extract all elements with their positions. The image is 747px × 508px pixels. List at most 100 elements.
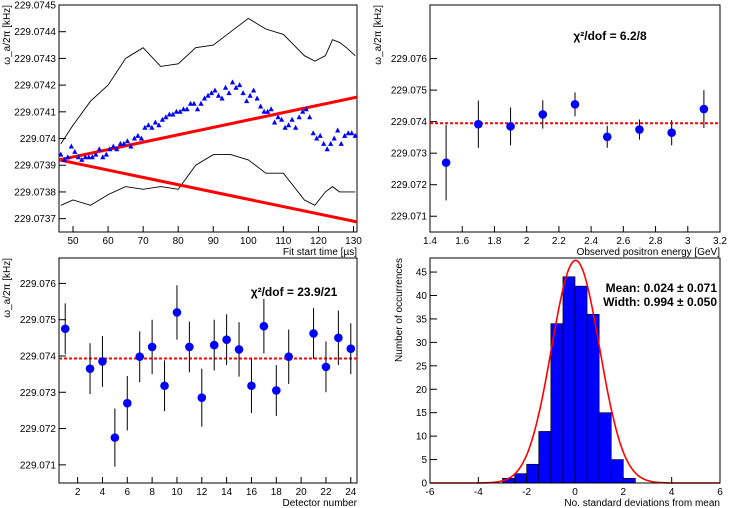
data-point: [198, 100, 204, 106]
data-point: [166, 111, 172, 117]
data-point: [172, 308, 182, 317]
y-axis-title: Number of occurrences: [394, 258, 405, 362]
data-point: [284, 352, 294, 362]
data-point: [156, 122, 162, 128]
data-point: [346, 344, 356, 354]
data-point: [96, 146, 102, 152]
data-point: [98, 357, 107, 366]
y-tick-label: 229.072: [20, 424, 57, 435]
plot-frame: [58, 4, 358, 233]
data-point: [185, 342, 194, 352]
y-tick-label: 15: [416, 408, 428, 419]
stat-band-upper-line: [59, 95, 357, 162]
data-point: [314, 135, 320, 141]
data-point: [61, 156, 67, 162]
x-tick-label: 0: [572, 487, 578, 498]
data-point: [570, 100, 580, 109]
data-point: [93, 151, 99, 157]
data-point: [60, 324, 70, 334]
y-tick-label: 229.074: [20, 134, 57, 145]
data-point: [328, 140, 334, 146]
y-tick-label: 30: [416, 338, 428, 349]
data-point: [282, 124, 288, 130]
data-point: [209, 340, 219, 350]
data-point: [275, 114, 281, 120]
x-tick-label: 4: [100, 487, 106, 498]
y-axis-title: ω_a/2π [kHz]: [373, 5, 384, 65]
width-label: Width: 0.994 ± 0.050: [603, 295, 717, 309]
data-point: [244, 98, 250, 104]
data-point: [212, 87, 218, 93]
data-point: [268, 106, 274, 112]
data-point: [160, 381, 169, 391]
envelope-upper-line: [60, 17, 356, 145]
plot-frame: [58, 257, 358, 484]
y-tick-label: 25: [416, 361, 428, 372]
data-point: [335, 127, 341, 133]
x-tick-label: -2: [522, 487, 531, 498]
data-point: [635, 125, 644, 134]
data-point: [142, 124, 148, 130]
panel-positron-energy: χ²/dof = 6.2/8 1.4 1.6 1.8 2 2.2 2.4 2.6 2.8 3 3.…: [373, 4, 727, 258]
x-tick-label: 16: [246, 487, 258, 498]
x-tick-label: 120: [310, 236, 327, 247]
data-point: [149, 124, 155, 130]
x-tick-label: 50: [67, 236, 79, 247]
data-point: [506, 122, 515, 131]
data-point: [131, 135, 137, 141]
chi2-label: χ²/dof = 6.2/8: [573, 29, 647, 43]
y-tick-label: 229.075: [20, 315, 57, 326]
data-point: [201, 95, 208, 101]
y-tick-label: 45: [416, 268, 428, 279]
mean-label: Mean: 0.024 ± 0.071: [606, 281, 718, 295]
x-tick-label: 3: [685, 236, 691, 247]
x-tick-label: 2: [75, 487, 81, 498]
data-point: [307, 114, 313, 120]
y-tick-label: 229.0743: [14, 54, 56, 65]
y-tick-label: 229.071: [20, 460, 57, 471]
data-point: [240, 90, 246, 96]
data-point: [222, 84, 229, 90]
data-point: [68, 143, 74, 149]
chi2-label: χ²/dof = 23.9/21: [251, 285, 338, 299]
y-tick-label: 0: [421, 479, 427, 490]
x-tick-label: 2.8: [649, 236, 663, 247]
data-point: [247, 381, 256, 391]
data-point: [272, 119, 278, 125]
data-point: [107, 146, 113, 152]
stat-band-lower-line: [59, 158, 357, 224]
x-tick-label: -4: [474, 487, 483, 498]
data-point: [441, 158, 451, 167]
data-point: [184, 106, 190, 112]
data-point: [145, 122, 151, 128]
data-point: [208, 90, 215, 96]
x-tick-label: 130: [345, 236, 362, 247]
y-tick-label: 229.073: [20, 388, 57, 399]
data-point: [226, 90, 232, 96]
data-point: [180, 106, 187, 112]
data-point: [163, 114, 169, 120]
data-point: [321, 140, 327, 146]
data-point: [85, 364, 95, 373]
data-point: [159, 116, 165, 122]
x-tick-label: 22: [320, 487, 332, 498]
x-tick-label: 4: [669, 487, 675, 498]
y-tick-label: 229.074: [20, 351, 57, 362]
y-tick-label: 20: [416, 385, 428, 396]
data-point: [197, 393, 207, 403]
panel-detector-number: χ²/dof = 23.9/21 2 4 6 8 10 12 14 16 18 20 22 24Det…: [2, 257, 358, 508]
data-point: [538, 110, 548, 119]
data-point: [233, 84, 239, 90]
data-point: [352, 132, 357, 138]
data-point: [147, 342, 157, 352]
y-tick-label: 229.073: [391, 149, 428, 160]
data-point: [342, 132, 348, 138]
y-tick-label: 229.0737: [14, 214, 56, 225]
data-point: [334, 333, 343, 343]
data-point: [317, 132, 323, 138]
data-point: [667, 128, 676, 137]
x-tick-label: 1.8: [487, 236, 501, 247]
plot-frame: [429, 4, 721, 233]
data-point: [170, 111, 176, 117]
